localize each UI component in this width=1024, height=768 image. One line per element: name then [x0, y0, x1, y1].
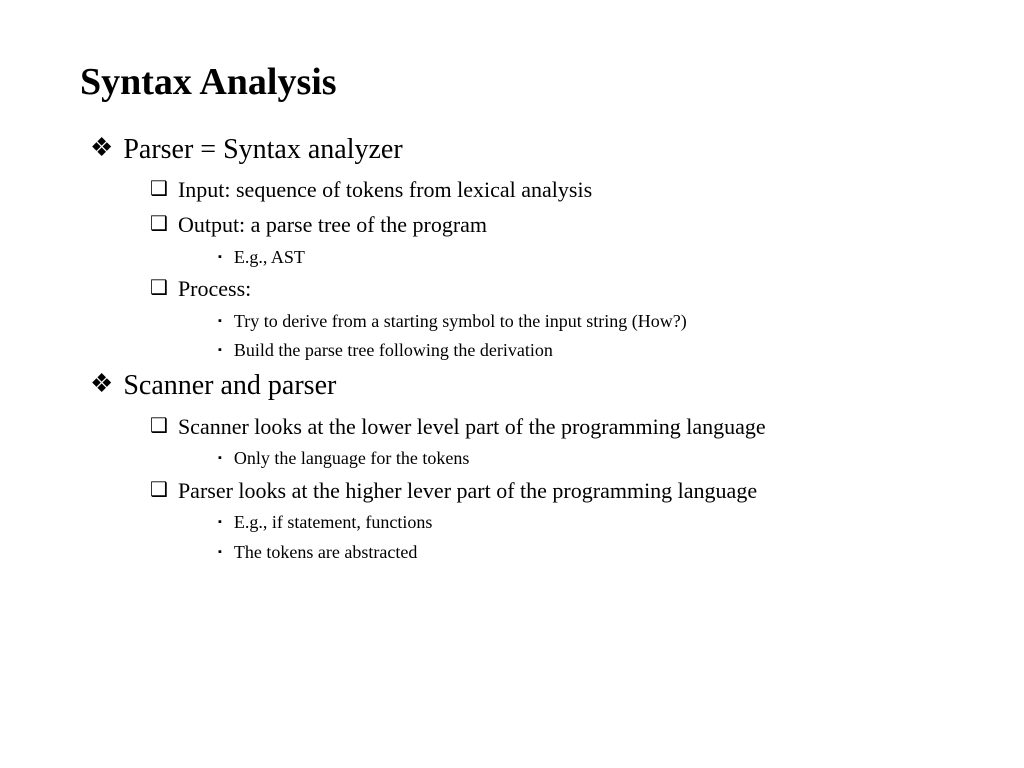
square-icon: ❑ [150, 211, 168, 237]
list-item: ▪ E.g., if statement, functions [218, 511, 954, 534]
item-text: Only the language for the tokens [234, 447, 469, 470]
blacksquare-icon: ▪ [218, 447, 222, 469]
list-item: ❑ Scanner looks at the lower level part … [150, 413, 954, 442]
item-text: Scanner and parser [123, 368, 336, 404]
list-item: ▪ The tokens are abstracted [218, 541, 954, 564]
list-item: ▪ E.g., AST [218, 246, 954, 269]
list-item: ▪ Build the parse tree following the der… [218, 339, 954, 362]
blacksquare-icon: ▪ [218, 541, 222, 563]
list-item: ❑ Input: sequence of tokens from lexical… [150, 176, 954, 205]
item-text: Parser looks at the higher lever part of… [178, 477, 757, 506]
item-text: Output: a parse tree of the program [178, 211, 487, 240]
item-text: E.g., AST [234, 246, 305, 269]
list-item: ❑ Output: a parse tree of the program [150, 211, 954, 240]
blacksquare-icon: ▪ [218, 511, 222, 533]
item-text: Scanner looks at the lower level part of… [178, 413, 766, 442]
item-text: Input: sequence of tokens from lexical a… [178, 176, 592, 205]
square-icon: ❑ [150, 176, 168, 202]
list-item: ▪ Only the language for the tokens [218, 447, 954, 470]
item-text: Parser = Syntax analyzer [123, 132, 402, 168]
item-text: Build the parse tree following the deriv… [234, 339, 553, 362]
slide-title: Syntax Analysis [80, 60, 954, 104]
diamond-icon: ❖ [90, 368, 113, 399]
list-item: ❑ Parser looks at the higher lever part … [150, 477, 954, 506]
blacksquare-icon: ▪ [218, 339, 222, 361]
list-item: ▪ Try to derive from a starting symbol t… [218, 310, 954, 333]
item-text: The tokens are abstracted [234, 541, 417, 564]
item-text: Process: [178, 275, 251, 304]
square-icon: ❑ [150, 477, 168, 503]
item-text: Try to derive from a starting symbol to … [234, 310, 687, 333]
blacksquare-icon: ▪ [218, 246, 222, 268]
square-icon: ❑ [150, 413, 168, 439]
blacksquare-icon: ▪ [218, 310, 222, 332]
list-item: ❖ Parser = Syntax analyzer [90, 132, 954, 168]
list-item: ❑ Process: [150, 275, 954, 304]
square-icon: ❑ [150, 275, 168, 301]
diamond-icon: ❖ [90, 132, 113, 163]
list-item: ❖ Scanner and parser [90, 368, 954, 404]
item-text: E.g., if statement, functions [234, 511, 432, 534]
